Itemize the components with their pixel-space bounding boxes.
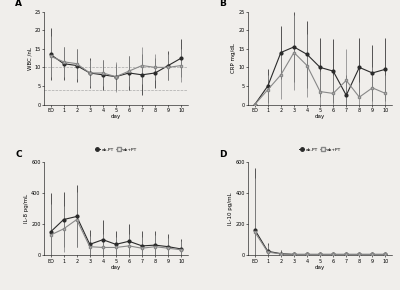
Text: C: C bbox=[15, 150, 22, 159]
Text: B: B bbox=[220, 0, 226, 8]
Y-axis label: IL-10 pg/mL: IL-10 pg/mL bbox=[228, 192, 233, 225]
X-axis label: day: day bbox=[315, 265, 325, 270]
X-axis label: day: day bbox=[111, 265, 121, 270]
Y-axis label: CRP mg/dL: CRP mg/dL bbox=[231, 43, 236, 73]
Text: D: D bbox=[220, 150, 227, 159]
Y-axis label: IL-8 pg/mL: IL-8 pg/mL bbox=[24, 194, 29, 223]
Text: A: A bbox=[15, 0, 22, 8]
Legend: ab-PT, ab+PT: ab-PT, ab+PT bbox=[93, 146, 139, 153]
X-axis label: day: day bbox=[111, 115, 121, 119]
X-axis label: day: day bbox=[315, 115, 325, 119]
Y-axis label: WBC /nL: WBC /nL bbox=[27, 47, 32, 70]
Legend: ab-PT, ab+PT: ab-PT, ab+PT bbox=[297, 146, 343, 153]
